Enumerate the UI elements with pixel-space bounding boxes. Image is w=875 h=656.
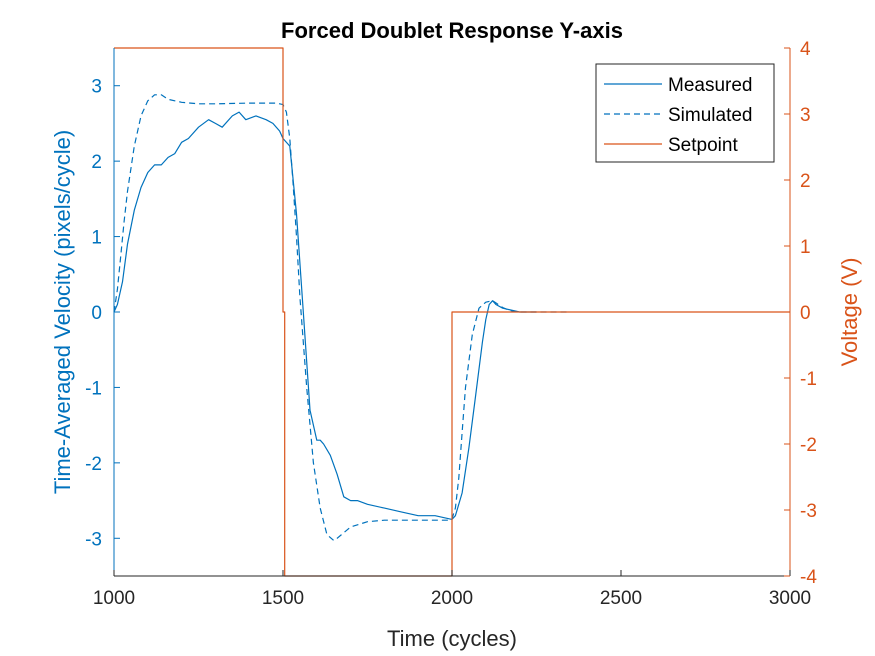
y-right-tick-label: -4 <box>800 567 817 588</box>
x-tick-label: 2000 <box>431 588 473 609</box>
y-left-tick-label: 2 <box>91 152 102 173</box>
legend-label-measured: Measured <box>668 75 753 96</box>
legend-box <box>595 63 775 163</box>
x-tick-label: 3000 <box>769 588 811 609</box>
y-right-tick-label: 1 <box>800 237 811 258</box>
y-right-tick-label: -1 <box>800 369 817 390</box>
y-left-tick-label: 0 <box>91 303 102 324</box>
y-right-tick-label: 2 <box>800 171 811 192</box>
y-right-tick-label: -2 <box>800 435 817 456</box>
legend-label-setpoint: Setpoint <box>668 135 738 156</box>
legend-label-simulated: Simulated <box>668 105 753 126</box>
y-left-tick-label: 1 <box>91 228 102 249</box>
y-left-tick-label: -2 <box>85 454 102 475</box>
axes-layer: 1000 1500 2000 2500 3000 -3 -2 -1 0 1 2 3 -4 -3 -2 -1 0 1… <box>85 39 817 609</box>
x-tick-label: 1000 <box>93 588 135 609</box>
x-tick-label: 2500 <box>600 588 642 609</box>
legend: Measured Simulated Setpoint <box>595 63 775 163</box>
y-right-tick-label: 4 <box>800 39 811 60</box>
y-left-tick-label: -3 <box>85 529 102 550</box>
x-tick-label: 1500 <box>262 588 304 609</box>
chart-title: Forced Doublet Response Y-axis <box>281 18 623 43</box>
y-right-tick-label: -3 <box>800 501 817 522</box>
series-line-measured <box>113 111 537 521</box>
y-right-tick-label: 3 <box>800 105 811 126</box>
y-left-tick-label: 3 <box>91 77 102 98</box>
y-right-tick-label: 0 <box>800 303 811 324</box>
x-axis-label: Time (cycles) <box>387 626 517 651</box>
y-axis-right-label: Voltage (V) <box>837 258 862 367</box>
y-axis-left-label: Time-Averaged Velocity (pixels/cycle) <box>50 130 75 494</box>
y-left-tick-label: -1 <box>85 378 102 399</box>
series-line-simulated <box>113 94 571 542</box>
